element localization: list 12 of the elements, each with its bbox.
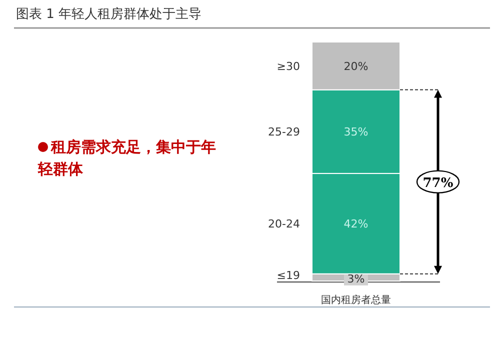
data-label: 20% xyxy=(344,60,368,73)
data-label: 42% xyxy=(344,218,368,231)
series-label: ≥30 xyxy=(276,60,300,73)
text: 77% xyxy=(422,176,454,191)
data-label: 3% xyxy=(347,272,365,286)
series-label: 25-29 xyxy=(268,126,300,139)
series-label: ≤19 xyxy=(276,269,300,282)
text: 租房需求充足，集中于年轻群体 xyxy=(38,137,217,180)
x-tick-label: 国内租房者总量 xyxy=(321,294,391,306)
series-label: 20-24 xyxy=(268,218,300,231)
text: 图表 1 年轻人租房群体处于主导 xyxy=(16,6,202,23)
data-label: 35% xyxy=(344,126,368,139)
